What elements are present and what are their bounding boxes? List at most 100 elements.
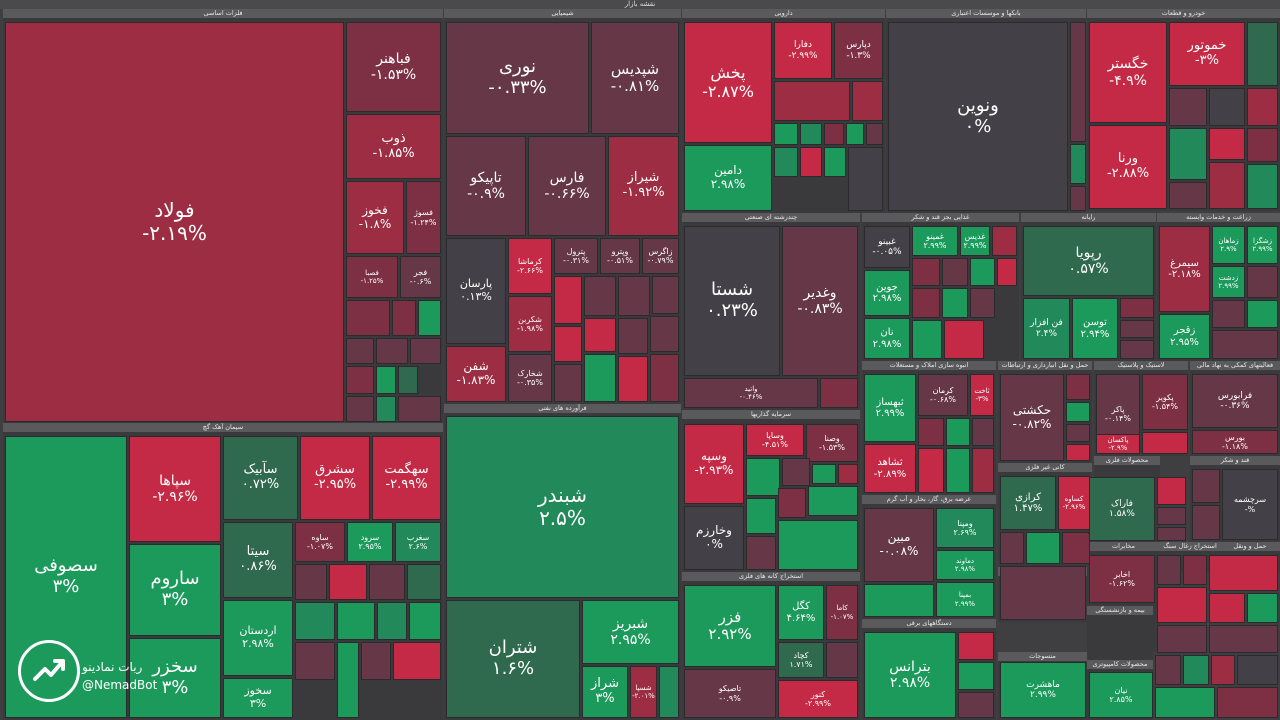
stock-tile[interactable]: پاکسان -۲.۹% — [1096, 434, 1140, 454]
stock-tile[interactable]: سپاها -۲.۹۶% — [129, 436, 221, 542]
stock-tile[interactable] — [418, 300, 441, 336]
stock-tile[interactable] — [846, 123, 864, 145]
stock-tile[interactable] — [944, 320, 984, 359]
stock-tile[interactable] — [1026, 532, 1060, 564]
stock-tile[interactable]: سیتا ۰.۸۶% — [223, 522, 293, 598]
stock-tile[interactable]: نان ۲.۹۸% — [864, 318, 910, 359]
stock-tile[interactable] — [1247, 128, 1278, 162]
stock-tile[interactable] — [1247, 266, 1278, 298]
stock-tile[interactable]: وسپه -۲.۹۳% — [684, 424, 744, 504]
stock-tile[interactable] — [1070, 186, 1086, 211]
stock-tile[interactable] — [1247, 22, 1278, 86]
stock-tile[interactable] — [618, 356, 648, 402]
stock-tile[interactable]: فجر -۰.۶% — [400, 256, 441, 298]
stock-tile[interactable] — [376, 338, 408, 364]
stock-tile[interactable]: شبندر ۲.۵% — [446, 416, 679, 598]
stock-tile[interactable] — [1247, 593, 1278, 623]
stock-tile[interactable] — [746, 498, 776, 534]
stock-tile[interactable]: فخوز -۱.۸% — [346, 181, 404, 254]
stock-tile[interactable]: غبینو -۰.۰۵% — [864, 226, 910, 268]
stock-tile[interactable] — [398, 396, 441, 422]
stock-tile[interactable] — [946, 418, 970, 446]
stock-tile[interactable] — [942, 258, 968, 286]
stock-tile[interactable] — [972, 418, 994, 446]
stock-tile[interactable] — [376, 366, 396, 394]
stock-tile[interactable] — [970, 288, 995, 318]
stock-tile[interactable] — [329, 564, 367, 600]
stock-tile[interactable]: دفارا -۲.۹۹% — [774, 22, 832, 79]
stock-tile[interactable] — [1070, 22, 1086, 142]
stock-tile[interactable] — [812, 464, 836, 484]
stock-tile[interactable] — [826, 642, 858, 678]
stock-tile[interactable]: کاما -۱.۰۷% — [826, 585, 858, 640]
stock-tile[interactable] — [1066, 402, 1090, 422]
stock-tile[interactable]: زشگزا ۲.۹۹% — [1247, 226, 1278, 264]
stock-tile[interactable]: شبریز ۲.۹۵% — [582, 600, 679, 664]
stock-tile[interactable]: شیراز -۱.۹۲% — [608, 136, 679, 236]
stock-tile[interactable]: ماهشرت ۲.۹۹% — [1000, 662, 1086, 718]
stock-tile[interactable] — [346, 338, 374, 364]
stock-tile[interactable] — [774, 147, 798, 177]
stock-tile[interactable] — [852, 81, 883, 121]
stock-tile[interactable]: سشرق -۲.۹۵% — [300, 436, 370, 520]
stock-tile[interactable] — [1209, 88, 1245, 126]
stock-tile[interactable] — [1247, 164, 1278, 209]
stock-tile[interactable]: سخوز ۳% — [223, 678, 293, 718]
stock-tile[interactable] — [782, 458, 810, 486]
stock-tile[interactable] — [774, 81, 850, 121]
stock-tile[interactable] — [377, 602, 407, 640]
stock-tile[interactable] — [1000, 532, 1024, 564]
stock-tile[interactable] — [824, 123, 844, 145]
stock-tile[interactable]: ثاخت -۳% — [970, 374, 994, 416]
stock-tile[interactable] — [1066, 444, 1090, 461]
stock-tile[interactable] — [1209, 625, 1278, 653]
stock-tile[interactable]: خگستر -۴.۹% — [1089, 22, 1167, 123]
stock-tile[interactable]: حکشتی -۰.۸۲% — [1000, 374, 1064, 461]
stock-tile[interactable]: شستا ۰.۲۳% — [684, 226, 780, 376]
stock-tile[interactable] — [1169, 182, 1207, 209]
stock-tile[interactable] — [958, 662, 994, 690]
stock-tile[interactable] — [848, 147, 883, 211]
stock-tile[interactable] — [1237, 655, 1278, 685]
stock-tile[interactable]: زاگرس -۰.۷۹% — [642, 238, 679, 274]
stock-tile[interactable] — [584, 354, 616, 402]
stock-tile[interactable]: زماهان ۲.۹% — [1212, 226, 1245, 264]
stock-tile[interactable] — [1120, 320, 1154, 338]
stock-tile[interactable] — [958, 692, 994, 718]
stock-tile[interactable] — [820, 378, 858, 408]
stock-tile[interactable] — [554, 276, 582, 324]
stock-tile[interactable]: فولاد -۲.۱۹% — [5, 22, 344, 422]
stock-tile[interactable] — [808, 486, 858, 516]
stock-tile[interactable] — [746, 458, 780, 496]
stock-tile[interactable]: ثبهساز ۲.۹۹% — [864, 374, 916, 442]
stock-tile[interactable]: بمپنا ۲.۹۹% — [936, 582, 994, 617]
stock-tile[interactable] — [1142, 432, 1188, 454]
stock-tile[interactable]: بترانس ۲.۹۸% — [864, 632, 956, 718]
stock-tile[interactable]: شفن -۱.۸۳% — [446, 346, 506, 402]
stock-tile[interactable] — [1209, 593, 1245, 623]
stock-tile[interactable]: ثشاهد -۲.۸۹% — [864, 444, 916, 493]
stock-tile[interactable]: رپویا ۰.۵۷% — [1023, 226, 1154, 296]
stock-tile[interactable] — [295, 602, 335, 640]
stock-tile[interactable] — [1217, 687, 1278, 718]
stock-tile[interactable]: زقجر ۲.۹۵% — [1159, 314, 1210, 359]
stock-tile[interactable]: فصبا -۱.۲۵% — [346, 256, 398, 298]
stock-tile[interactable] — [1212, 300, 1245, 328]
stock-tile[interactable] — [650, 316, 679, 352]
stock-tile[interactable]: پارسان ۰.۱۳% — [446, 238, 506, 344]
stock-tile[interactable]: کچاد ۱.۷۱% — [778, 642, 824, 678]
stock-tile[interactable] — [1155, 687, 1215, 718]
stock-tile[interactable] — [618, 276, 650, 316]
stock-tile[interactable] — [918, 448, 944, 493]
stock-tile[interactable]: فباهنر -۱.۵۳% — [346, 22, 441, 112]
stock-tile[interactable] — [778, 520, 858, 570]
stock-tile[interactable]: شکربن -۱.۹۸% — [508, 296, 552, 352]
stock-tile[interactable] — [1169, 128, 1207, 180]
stock-tile[interactable] — [1183, 655, 1209, 685]
stock-tile[interactable] — [1155, 655, 1181, 685]
stock-tile[interactable]: فرابورس -۰.۳۶% — [1192, 374, 1278, 428]
stock-tile[interactable] — [1192, 469, 1220, 503]
stock-tile[interactable]: پترول -۰.۳۱% — [554, 238, 598, 274]
stock-tile[interactable]: وساپا -۴.۵۱% — [746, 424, 804, 456]
stock-tile[interactable] — [992, 226, 1017, 256]
